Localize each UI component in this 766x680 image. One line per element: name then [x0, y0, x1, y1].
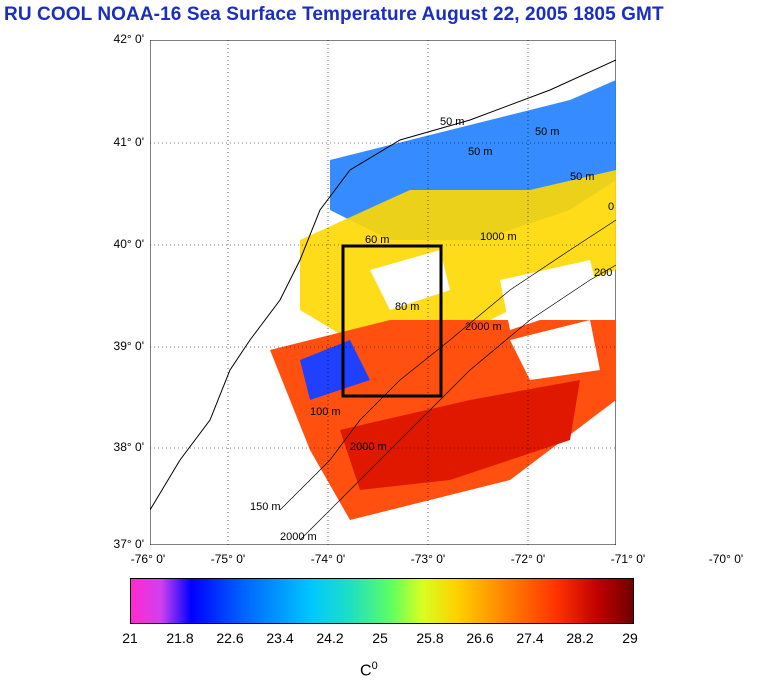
lon-label: -74° 0' [310, 552, 346, 566]
colorbar-tick: 22.6 [216, 630, 244, 646]
colorbar-tick: 25.8 [416, 630, 444, 646]
colorbar-tick: 23.4 [266, 630, 294, 646]
contour-label: 2000 m [280, 531, 317, 543]
unit-letter: C [360, 662, 372, 680]
contour-label: 80 m [395, 301, 419, 313]
bathymetry-contour-deep [299, 264, 616, 541]
colorbar [130, 578, 634, 624]
colorbar-unit: C0 [360, 660, 378, 680]
contour-label: 60 m [365, 234, 389, 246]
lon-label: -73° 0' [410, 552, 446, 566]
colorbar-tick: 24.2 [316, 630, 344, 646]
cloud-gap-south [510, 320, 600, 380]
graticule [150, 40, 616, 545]
colorbar-tick: 26.6 [466, 630, 494, 646]
contour-label: 150 m [250, 501, 281, 513]
colorbar-tick: 29 [622, 630, 638, 646]
unit-sup: 0 [371, 660, 378, 672]
colorbar-tick: 27.4 [516, 630, 544, 646]
cloud-gap [370, 250, 450, 310]
sst-cool-patch [300, 340, 370, 400]
study-box [341, 244, 443, 398]
contour-label: 50 m [440, 116, 464, 128]
coastline [150, 59, 616, 511]
contour-label: 200 [594, 267, 612, 279]
contour-label: 0 [608, 201, 614, 213]
contour-label: 50 m [570, 171, 594, 183]
bathymetry-contour [279, 219, 616, 511]
lon-label: -70° 0' [708, 552, 744, 566]
colorbar-tick: 25 [372, 630, 388, 646]
sst-warm-core [340, 380, 580, 490]
lat-label: 41° 0' [113, 135, 144, 149]
lon-label: -76° 0' [130, 552, 166, 566]
map-title: RU COOL NOAA-16 Sea Surface Temperature … [4, 4, 664, 25]
contour-label: 2000 m [465, 321, 502, 333]
colorbar-tick: 28.2 [566, 630, 594, 646]
lat-label: 37° 0' [113, 537, 144, 551]
sst-map: 50 m 50 m 50 m 50 m 60 m 80 m 100 m 1000… [150, 40, 616, 545]
lat-label: 40° 0' [113, 237, 144, 251]
contour-label: 50 m [535, 126, 559, 138]
contour-label: 1000 m [480, 231, 517, 243]
cloud-gap-east [500, 260, 600, 330]
contour-label: 50 m [468, 146, 492, 158]
contour-label: 100 m [310, 406, 341, 418]
lat-label: 38° 0' [113, 440, 144, 454]
colorbar-tick: 21 [122, 630, 138, 646]
lon-label: -75° 0' [210, 552, 246, 566]
lon-label: -71° 0' [610, 552, 646, 566]
lat-label: 39° 0' [113, 339, 144, 353]
lat-label: 42° 0' [113, 32, 144, 46]
colorbar-tick: 21.8 [166, 630, 194, 646]
contour-label: 2000 m [350, 441, 387, 453]
lon-label: -72° 0' [510, 552, 546, 566]
